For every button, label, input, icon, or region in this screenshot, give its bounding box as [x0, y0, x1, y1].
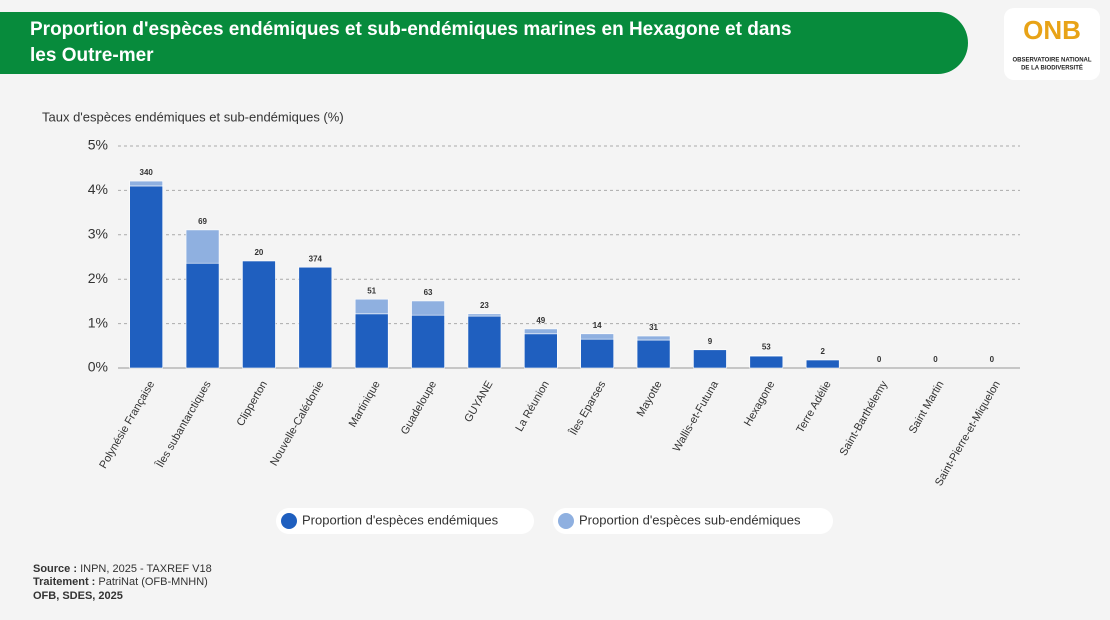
bar-segment — [524, 328, 558, 335]
legend-swatch — [558, 513, 574, 529]
count-label: 63 — [424, 288, 433, 297]
bar-segment — [524, 333, 558, 369]
bar-segment — [636, 335, 671, 341]
header-bar — [0, 12, 968, 74]
y-tick-label: 5% — [88, 137, 108, 153]
treatment-text: PatriNat (OFB-MNHN) — [98, 576, 207, 588]
treatment: Traitement : PatriNat (OFB-MNHN) — [33, 576, 208, 588]
bar-segment — [636, 339, 671, 369]
legend-swatch — [281, 513, 297, 529]
logo-box — [1004, 8, 1100, 80]
count-label: 2 — [820, 347, 825, 356]
bar-segment — [354, 298, 389, 315]
bar-segment — [411, 300, 445, 316]
legend-label: Proportion d'espèces sub-endémiques — [579, 512, 801, 527]
count-label: 20 — [254, 248, 263, 257]
bar-segment — [411, 314, 445, 369]
y-axis-label: Taux d'espèces endémiques et sub-endémiq… — [42, 109, 344, 124]
count-label: 23 — [480, 301, 489, 310]
bar-segment — [467, 315, 502, 369]
bar-segment — [580, 333, 614, 340]
count-label: 9 — [708, 337, 713, 346]
legend-pill — [276, 508, 534, 534]
bar-segment — [129, 185, 163, 369]
title: les Outre-mer — [30, 45, 154, 66]
bar-segment — [467, 313, 502, 317]
credit: OFB, SDES, 2025 — [33, 590, 123, 602]
legend-label: Proportion d'espèces endémiques — [302, 512, 499, 527]
count-label: 49 — [536, 316, 545, 325]
y-tick-label: 3% — [88, 226, 108, 242]
logo-subtitle: DE LA BIODIVERSITÉ — [1021, 64, 1083, 72]
count-label: 14 — [593, 321, 602, 330]
y-tick-label: 1% — [88, 314, 108, 330]
count-label: 69 — [198, 217, 207, 226]
y-tick-label: 0% — [88, 359, 108, 375]
y-tick-label: 2% — [88, 270, 108, 286]
bar-segment — [185, 229, 220, 264]
bar-segment — [749, 355, 784, 369]
bar-segment — [805, 359, 840, 369]
count-label: 0 — [877, 355, 882, 364]
source-text: INPN, 2025 - TAXREF V18 — [80, 563, 212, 575]
treatment-label: Traitement : — [33, 576, 95, 588]
bar-segment — [242, 260, 276, 369]
source-label: Source : — [33, 563, 77, 575]
bar-segment — [354, 313, 389, 369]
logo-text: ONB — [1023, 15, 1081, 45]
count-label: 0 — [933, 355, 938, 364]
bar-segment — [298, 266, 333, 369]
legend-pill — [553, 508, 833, 534]
count-label: 374 — [309, 254, 323, 263]
logo-subtitle: OBSERVATOIRE NATIONAL — [1012, 58, 1091, 64]
source: Source : INPN, 2025 - TAXREF V18 — [33, 563, 212, 575]
bar-segment — [129, 180, 163, 187]
count-label: 340 — [140, 168, 154, 177]
bar-segment — [185, 262, 220, 369]
count-label: 31 — [649, 323, 658, 332]
count-label: 53 — [762, 343, 771, 352]
y-tick-label: 4% — [88, 181, 108, 197]
count-label: 51 — [367, 286, 376, 295]
title: Proportion d'espèces endémiques et sub-e… — [30, 19, 792, 40]
count-label: 0 — [990, 355, 995, 364]
bar-segment — [580, 338, 614, 369]
bar-segment — [693, 349, 727, 369]
